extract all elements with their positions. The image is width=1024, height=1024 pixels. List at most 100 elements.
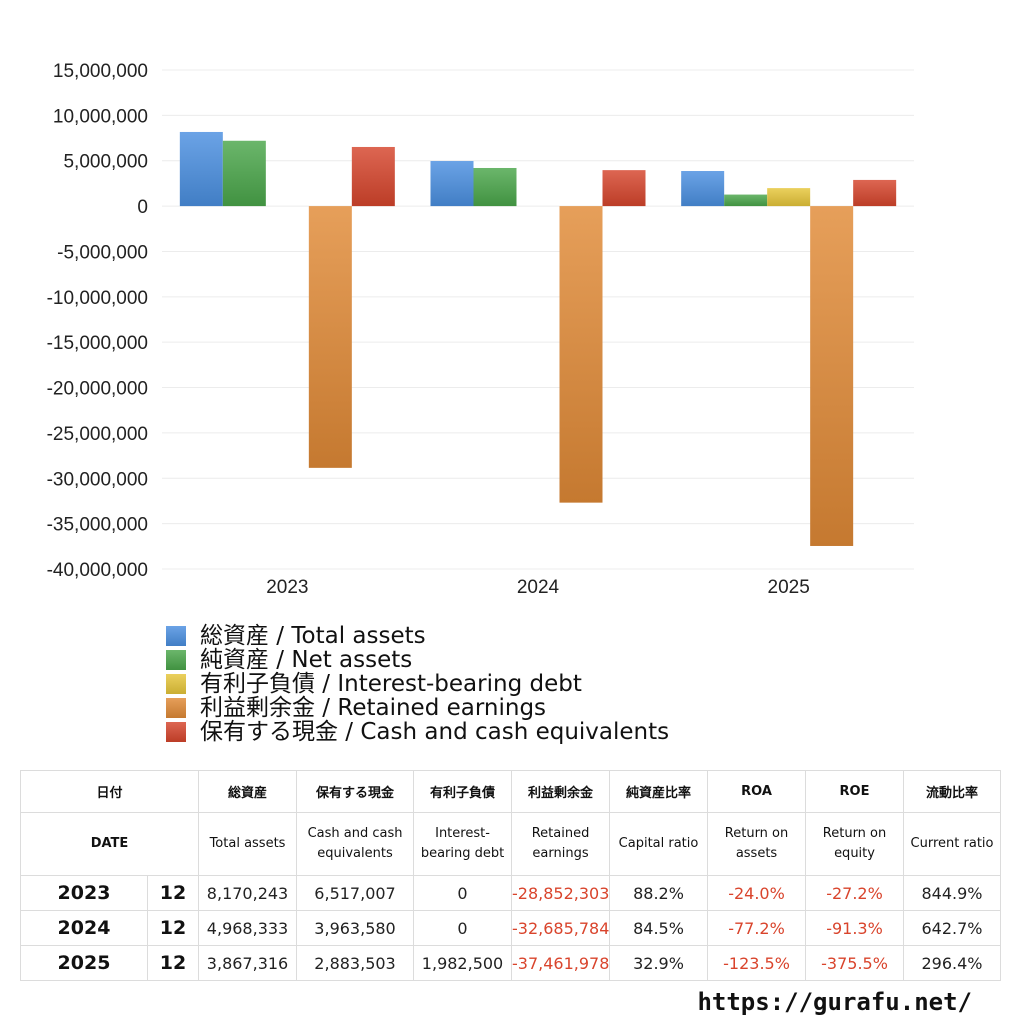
bar-2025-series-1 xyxy=(724,194,768,207)
cell-capital-ratio: 32.9% xyxy=(609,945,709,981)
legend-label: 有利子負債 / Interest-bearing debt xyxy=(200,671,582,697)
bar-2025-series-0 xyxy=(681,171,725,207)
cell-cash: 2,883,503 xyxy=(296,945,415,981)
bar-2025-series-4 xyxy=(853,179,897,207)
bar-2024-series-3 xyxy=(559,206,603,503)
x-tick-label: 2024 xyxy=(517,577,560,598)
table-row: 2025 12 3,867,316 2,883,503 1,982,500 -3… xyxy=(20,945,1002,981)
header-total-assets-en: Total assets xyxy=(198,812,298,876)
cell-capital-ratio: 88.2% xyxy=(609,875,709,911)
y-tick-label: -15,000,000 xyxy=(47,333,148,354)
cell-month: 12 xyxy=(146,910,200,946)
header-debt-en: Interest-bearing debt xyxy=(413,812,513,876)
legend-swatch xyxy=(166,722,186,742)
header-roa: ROA xyxy=(707,770,807,813)
y-tick-label: -5,000,000 xyxy=(57,242,148,263)
header-debt-jp: 有利子負債 xyxy=(413,770,513,813)
legend: 総資産 / Total assets 純資産 / Net assets 有利子負… xyxy=(166,624,669,744)
header-date-jp: 日付 xyxy=(19,770,200,813)
cell-total-assets: 3,867,316 xyxy=(198,945,298,981)
cell-month: 12 xyxy=(146,945,200,981)
legend-label: 保有する現金 / Cash and cash equivalents xyxy=(200,719,670,745)
cell-debt: 0 xyxy=(413,875,513,911)
cell-retained: -28,852,303 xyxy=(511,875,611,911)
legend-item-interest-bearing-debt: 有利子負債 / Interest-bearing debt xyxy=(166,672,669,696)
legend-label: 総資産 / Total assets xyxy=(200,623,426,649)
cell-month: 12 xyxy=(146,875,200,911)
cell-roe: -91.3% xyxy=(805,910,905,946)
y-axis-ticks: 15,000,000 10,000,000 5,000,000 0 -5,000,000… xyxy=(47,61,148,581)
header-total-assets-jp: 総資産 xyxy=(198,770,298,813)
y-tick-label: -20,000,000 xyxy=(47,379,148,400)
cell-roe: -27.2% xyxy=(805,875,905,911)
bar-chart: 15,000,000 10,000,000 5,000,000 0 -5,000,000… xyxy=(47,61,914,598)
bar-2025-series-3 xyxy=(810,206,854,546)
y-tick-label: 5,000,000 xyxy=(63,152,148,173)
legend-item-total-assets: 総資産 / Total assets xyxy=(166,624,669,648)
bar-2024-series-0 xyxy=(430,161,474,207)
y-tick-label: 10,000,000 xyxy=(53,106,148,127)
table-row: 2023 12 8,170,243 6,517,007 0 -28,852,30… xyxy=(20,875,1002,911)
bar-2025-series-2 xyxy=(767,188,811,207)
legend-item-cash: 保有する現金 / Cash and cash equivalents xyxy=(166,720,669,744)
cell-year: 2024 xyxy=(20,910,148,946)
x-axis-ticks: 2023 2024 2025 xyxy=(266,577,810,598)
bar-2023-series-0 xyxy=(179,131,223,207)
y-tick-label: 15,000,000 xyxy=(53,61,148,82)
cell-year: 2023 xyxy=(20,875,148,911)
site-url[interactable]: https://gurafu.net/ xyxy=(697,988,972,1016)
bar-2023-series-1 xyxy=(222,140,266,207)
y-tick-label: 0 xyxy=(137,197,148,218)
y-tick-label: -25,000,000 xyxy=(47,424,148,445)
y-tick-label: -40,000,000 xyxy=(47,560,148,581)
header-cash-jp: 保有する現金 xyxy=(296,770,415,813)
header-current-ratio-jp: 流動比率 xyxy=(903,770,1002,813)
cell-cash: 6,517,007 xyxy=(296,875,415,911)
bar-2024-series-4 xyxy=(602,170,646,207)
bar-2023-series-3 xyxy=(308,206,352,468)
header-retained-jp: 利益剰余金 xyxy=(511,770,611,813)
bars xyxy=(179,131,897,546)
financial-table: 日付 総資産 保有する現金 有利子負債 利益剰余金 純資産比率 ROA ROE … xyxy=(19,770,1002,981)
y-tick-label: -10,000,000 xyxy=(47,288,148,309)
cell-roa: -123.5% xyxy=(707,945,807,981)
cell-roa: -24.0% xyxy=(707,875,807,911)
header-capital-ratio-jp: 純資産比率 xyxy=(609,770,709,813)
table-header-jp: 日付 総資産 保有する現金 有利子負債 利益剰余金 純資産比率 ROA ROE … xyxy=(19,770,1002,813)
header-cash-en: Cash and cash equivalents xyxy=(296,812,415,876)
cell-debt: 1,982,500 xyxy=(413,945,513,981)
cell-debt: 0 xyxy=(413,910,513,946)
cell-total-assets: 8,170,243 xyxy=(198,875,298,911)
bar-2023-series-4 xyxy=(351,146,395,207)
header-retained-en: Retained earnings xyxy=(511,812,611,876)
header-current-ratio-en: Current ratio xyxy=(903,812,1002,876)
legend-item-net-assets: 純資産 / Net assets xyxy=(166,648,669,672)
header-capital-ratio-en: Capital ratio xyxy=(609,812,709,876)
y-tick-label: -35,000,000 xyxy=(47,515,148,536)
cell-total-assets: 4,968,333 xyxy=(198,910,298,946)
legend-swatch xyxy=(166,674,186,694)
cell-retained: -32,685,784 xyxy=(511,910,611,946)
cell-cash: 3,963,580 xyxy=(296,910,415,946)
table-header-en: DATE Total assets Cash and cash equivale… xyxy=(19,812,1002,876)
header-date-en: DATE xyxy=(19,812,200,876)
x-tick-label: 2023 xyxy=(266,577,308,598)
legend-label: 純資産 / Net assets xyxy=(200,647,413,673)
y-tick-label: -30,000,000 xyxy=(47,469,148,490)
grid-lines xyxy=(162,69,914,570)
x-tick-label: 2025 xyxy=(768,577,810,598)
legend-swatch xyxy=(166,698,186,718)
cell-roa: -77.2% xyxy=(707,910,807,946)
legend-label: 利益剰余金 / Retained earnings xyxy=(200,695,547,721)
header-roe-en: Return on equity xyxy=(805,812,905,876)
cell-capital-ratio: 84.5% xyxy=(609,910,709,946)
cell-retained: -37,461,978 xyxy=(511,945,611,981)
bar-2024-series-1 xyxy=(473,167,517,207)
header-roe: ROE xyxy=(805,770,905,813)
table-row: 2024 12 4,968,333 3,963,580 0 -32,685,78… xyxy=(20,910,1002,946)
legend-swatch xyxy=(166,626,186,646)
cell-current-ratio: 296.4% xyxy=(903,945,1002,981)
cell-year: 2025 xyxy=(20,945,148,981)
cell-roe: -375.5% xyxy=(805,945,905,981)
legend-item-retained-earnings: 利益剰余金 / Retained earnings xyxy=(166,696,669,720)
